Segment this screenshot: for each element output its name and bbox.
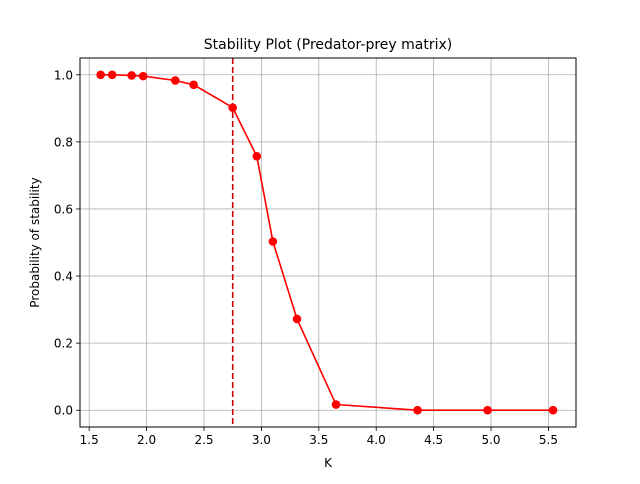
data-point: [413, 405, 422, 415]
grid: [80, 58, 576, 427]
y-tick-label: 0.8: [54, 135, 73, 149]
x-tick-label: 3.0: [252, 433, 271, 447]
data-point: [483, 405, 492, 415]
x-tick-label: 2.5: [194, 433, 213, 447]
y-axis-ticks: 0.0 0.2 0.4 0.6 0.8 1.0: [54, 68, 80, 418]
data-point: [138, 71, 148, 81]
x-tick-label: 5.5: [539, 433, 558, 447]
data-point: [170, 76, 180, 85]
data-point: [96, 70, 105, 80]
series-layer: [96, 70, 558, 415]
x-axis-ticks: 1.5 2.0 2.5 3.0 3.5 4.0 4.5 5.0 5.5: [80, 427, 558, 447]
x-tick-label: 4.5: [424, 433, 443, 447]
data-point: [189, 80, 198, 90]
data-point: [252, 151, 262, 161]
data-point: [228, 103, 238, 112]
y-axis-label: Probability of stability: [28, 177, 42, 307]
y-tick-label: 1.0: [54, 68, 73, 82]
plot-frame: [79, 57, 577, 428]
x-tick-label: 5.0: [481, 433, 500, 447]
y-tick-label: 0.0: [54, 404, 73, 418]
x-tick-label: 2.0: [137, 433, 156, 447]
data-point: [548, 405, 558, 415]
chart-title: Stability Plot (Predator-prey matrix): [204, 37, 453, 53]
y-tick-label: 0.6: [54, 202, 73, 216]
data-point: [268, 237, 278, 246]
x-axis-label: K: [324, 456, 333, 470]
y-tick-label: 0.2: [54, 337, 73, 351]
data-point: [107, 70, 117, 80]
data-point: [127, 71, 136, 80]
x-tick-label: 1.5: [80, 433, 99, 447]
data-point: [292, 314, 302, 324]
y-tick-label: 0.4: [54, 270, 73, 284]
data-point: [331, 400, 341, 409]
x-tick-label: 3.5: [309, 433, 328, 447]
x-tick-label: 4.0: [367, 433, 386, 447]
